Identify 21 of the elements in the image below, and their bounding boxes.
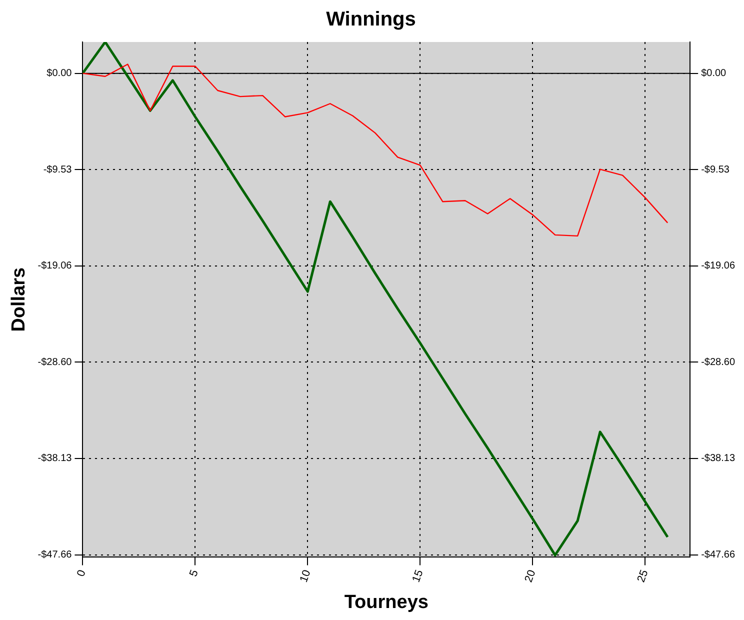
y-tick-label: -$47.66	[38, 550, 72, 561]
y-tick-label: -$19.06	[38, 260, 72, 272]
x-tick-label: 15	[410, 568, 426, 584]
y-axis-title: Dollars	[8, 267, 30, 332]
y-tick-label: $0.00	[46, 68, 72, 80]
y2-tick-label: -$47.66	[701, 550, 736, 561]
y2-tick-label: -$19.06	[701, 260, 736, 272]
x-tick-label: 0	[75, 568, 88, 578]
x-tick-label: 25	[635, 568, 651, 584]
x-axis-title: Tourneys	[344, 592, 428, 613]
y-tick-label: -$28.60	[38, 356, 72, 368]
y-tick-label: -$9.53	[43, 164, 72, 176]
y2-tick-label: -$38.13	[701, 453, 736, 464]
x-tick-label: 5	[187, 568, 201, 578]
chart-title: Winnings	[326, 8, 416, 31]
x-tick-label: 20	[522, 568, 538, 584]
x-tick-label: 10	[298, 568, 314, 584]
y-tick-label: -$38.13	[38, 453, 72, 464]
y2-tick-label: -$28.60	[701, 356, 736, 368]
y2-tick-label: $0.00	[701, 68, 727, 80]
y2-tick-label: -$9.53	[701, 164, 730, 176]
